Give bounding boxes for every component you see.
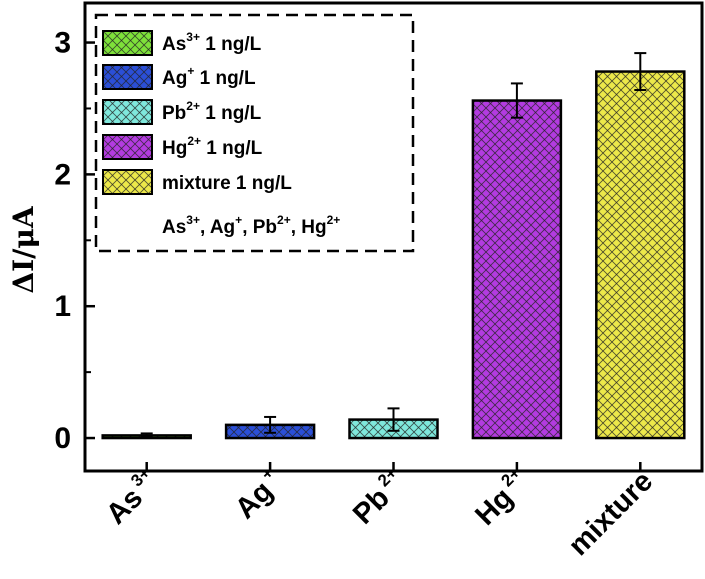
error-bar-4	[634, 52, 647, 92]
error-bar-3	[510, 82, 523, 119]
y-tick-label-3: 3	[54, 27, 71, 60]
x-axis: As3+ Ag+Pb2+Hg2+ mixture	[98, 462, 660, 562]
error-bar-2	[387, 407, 400, 432]
y-tick-label-2: 2	[54, 158, 71, 191]
legend: As3+ 1 ng/L Ag+ 1 ng/L Pb2+ 1 ng/L Hg2+ 1 n…	[94, 13, 415, 253]
legend-label-2: Pb2+ 1 ng/L	[162, 99, 262, 124]
legend-label-1: Ag+ 1 ng/L	[162, 64, 256, 89]
bars-layer	[101, 70, 686, 440]
y-tick-label-0: 0	[54, 422, 71, 455]
legend-frame	[94, 13, 415, 253]
legend-label-4: mixture 1 ng/L	[162, 173, 292, 194]
legend-label-3: Hg2+ 1 ng/L	[162, 134, 263, 159]
legend-swatch-0	[102, 30, 153, 56]
legend-swatch-1	[102, 64, 153, 90]
bar-4	[595, 70, 686, 440]
x-tick-label-3: Hg2+	[467, 463, 536, 532]
legend-swatch-3	[102, 134, 153, 160]
error-bar-0	[140, 432, 153, 439]
y-axis: 0 1 2 3	[54, 27, 95, 455]
y-tick-label-1: 1	[54, 290, 71, 323]
legend-label-0: As3+ 1 ng/L	[162, 30, 262, 55]
y-axis-label: ΔI/μA	[7, 205, 40, 294]
x-tick-label-4: mixture	[563, 465, 660, 562]
legend-note: As3+, Ag+, Pb2+, Hg2+	[162, 213, 340, 238]
x-tick-label-0: As3+	[98, 463, 166, 531]
legend-swatch-2	[102, 99, 153, 125]
error-bar-1	[264, 415, 277, 434]
bar-3	[471, 99, 563, 440]
x-tick-label-2: Pb2+	[345, 463, 413, 531]
error-bars-layer	[140, 52, 647, 439]
legend-swatch-4	[102, 169, 153, 195]
